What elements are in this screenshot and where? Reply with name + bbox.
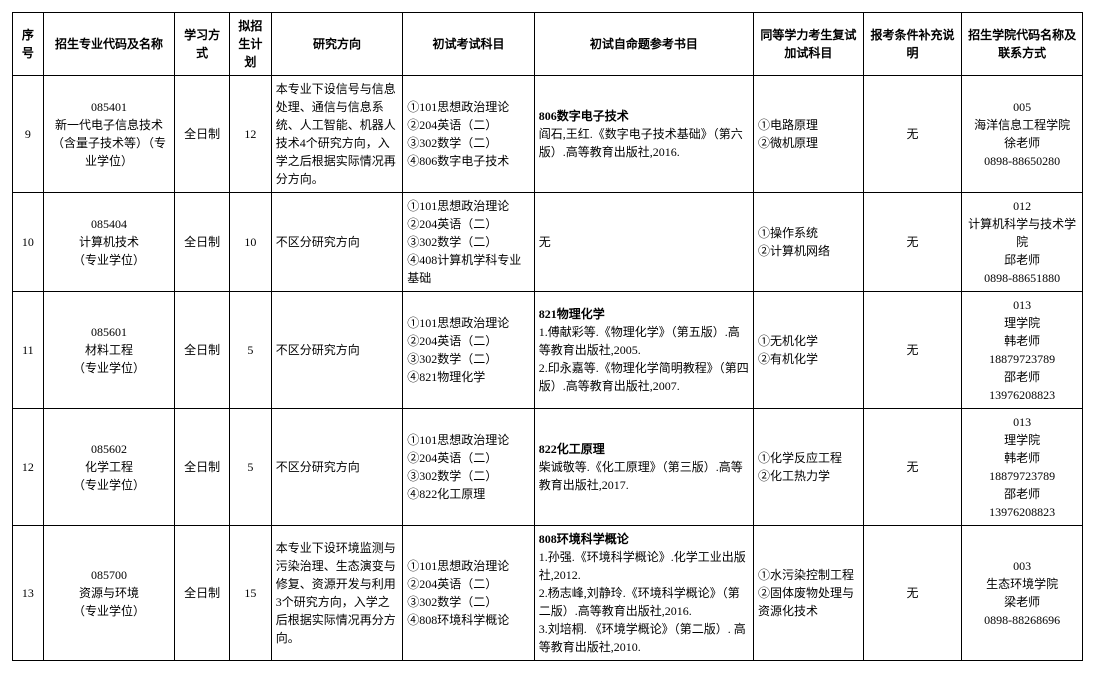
cell-plan: 5 bbox=[230, 409, 272, 526]
header-ref: 初试自命题参考书目 bbox=[534, 13, 753, 76]
header-dir: 研究方向 bbox=[271, 13, 403, 76]
cell-ref: 806数字电子技术阎石,王红.《数字电子技术基础》（第六版）.高等教育出版社,2… bbox=[534, 76, 753, 193]
table-row: 12085602化学工程（专业学位）全日制5不区分研究方向①101思想政治理论②… bbox=[13, 409, 1083, 526]
cell-note: 无 bbox=[863, 193, 962, 292]
cell-extra: ①操作系统②计算机网络 bbox=[754, 193, 864, 292]
cell-extra: ①水污染控制工程②固体废物处理与资源化技术 bbox=[754, 526, 864, 661]
cell-note: 无 bbox=[863, 409, 962, 526]
cell-plan: 15 bbox=[230, 526, 272, 661]
cell-note: 无 bbox=[863, 76, 962, 193]
header-exam: 初试考试科目 bbox=[403, 13, 535, 76]
cell-extra: ①电路原理②微机原理 bbox=[754, 76, 864, 193]
cell-plan: 5 bbox=[230, 292, 272, 409]
header-seq: 序号 bbox=[13, 13, 44, 76]
cell-exam: ①101思想政治理论②204英语（二）③302数学（二）④806数字电子技术 bbox=[403, 76, 535, 193]
cell-major: 085401新一代电子信息技术（含量子技术等）（专业学位） bbox=[43, 76, 175, 193]
table-header: 序号 招生专业代码及名称 学习方式 拟招生计划 研究方向 初试考试科目 初试自命… bbox=[13, 13, 1083, 76]
cell-seq: 9 bbox=[13, 76, 44, 193]
cell-plan: 12 bbox=[230, 76, 272, 193]
cell-contact: 012计算机科学与技术学院邱老师0898-88651880 bbox=[962, 193, 1083, 292]
cell-ref: 808环境科学概论1.孙强.《环境科学概论》.化学工业出版社,2012.2.杨志… bbox=[534, 526, 753, 661]
cell-contact: 013理学院韩老师18879723789邵老师13976208823 bbox=[962, 409, 1083, 526]
cell-major: 085404计算机技术（专业学位） bbox=[43, 193, 175, 292]
header-note: 报考条件补充说明 bbox=[863, 13, 962, 76]
table-row: 13085700资源与环境（专业学位）全日制15本专业下设环境监测与污染治理、生… bbox=[13, 526, 1083, 661]
cell-major: 085601材料工程（专业学位） bbox=[43, 292, 175, 409]
cell-extra: ①无机化学②有机化学 bbox=[754, 292, 864, 409]
header-mode: 学习方式 bbox=[175, 13, 230, 76]
cell-ref: 822化工原理柴诚敬等.《化工原理》（第三版）.高等教育出版社,2017. bbox=[534, 409, 753, 526]
header-major: 招生专业代码及名称 bbox=[43, 13, 175, 76]
cell-exam: ①101思想政治理论②204英语（二）③302数学（二）④821物理化学 bbox=[403, 292, 535, 409]
cell-plan: 10 bbox=[230, 193, 272, 292]
cell-contact: 013理学院韩老师18879723789邵老师13976208823 bbox=[962, 292, 1083, 409]
cell-major: 085700资源与环境（专业学位） bbox=[43, 526, 175, 661]
table-row: 11085601材料工程（专业学位）全日制5不区分研究方向①101思想政治理论②… bbox=[13, 292, 1083, 409]
cell-mode: 全日制 bbox=[175, 193, 230, 292]
cell-mode: 全日制 bbox=[175, 409, 230, 526]
table-row: 10085404计算机技术（专业学位）全日制10不区分研究方向①101思想政治理… bbox=[13, 193, 1083, 292]
cell-dir: 不区分研究方向 bbox=[271, 292, 403, 409]
cell-note: 无 bbox=[863, 526, 962, 661]
cell-seq: 11 bbox=[13, 292, 44, 409]
cell-extra: ①化学反应工程②化工热力学 bbox=[754, 409, 864, 526]
admissions-table: 序号 招生专业代码及名称 学习方式 拟招生计划 研究方向 初试考试科目 初试自命… bbox=[12, 12, 1083, 661]
cell-contact: 003生态环境学院梁老师0898-88268696 bbox=[962, 526, 1083, 661]
cell-note: 无 bbox=[863, 292, 962, 409]
header-contact: 招生学院代码名称及联系方式 bbox=[962, 13, 1083, 76]
cell-exam: ①101思想政治理论②204英语（二）③302数学（二）④408计算机学科专业基… bbox=[403, 193, 535, 292]
cell-dir: 本专业下设环境监测与污染治理、生态演变与修复、资源开发与利用3个研究方向，入学之… bbox=[271, 526, 403, 661]
cell-ref: 无 bbox=[534, 193, 753, 292]
table-row: 9085401新一代电子信息技术（含量子技术等）（专业学位）全日制12本专业下设… bbox=[13, 76, 1083, 193]
cell-dir: 本专业下设信号与信息处理、通信与信息系统、人工智能、机器人技术4个研究方向，入学… bbox=[271, 76, 403, 193]
cell-mode: 全日制 bbox=[175, 76, 230, 193]
cell-seq: 12 bbox=[13, 409, 44, 526]
table-body: 9085401新一代电子信息技术（含量子技术等）（专业学位）全日制12本专业下设… bbox=[13, 76, 1083, 661]
cell-dir: 不区分研究方向 bbox=[271, 409, 403, 526]
cell-exam: ①101思想政治理论②204英语（二）③302数学（二）④822化工原理 bbox=[403, 409, 535, 526]
cell-exam: ①101思想政治理论②204英语（二）③302数学（二）④808环境科学概论 bbox=[403, 526, 535, 661]
cell-seq: 10 bbox=[13, 193, 44, 292]
cell-major: 085602化学工程（专业学位） bbox=[43, 409, 175, 526]
header-plan: 拟招生计划 bbox=[230, 13, 272, 76]
cell-seq: 13 bbox=[13, 526, 44, 661]
cell-contact: 005海洋信息工程学院徐老师0898-88650280 bbox=[962, 76, 1083, 193]
header-extra: 同等学力考生复试加试科目 bbox=[754, 13, 864, 76]
cell-mode: 全日制 bbox=[175, 292, 230, 409]
cell-mode: 全日制 bbox=[175, 526, 230, 661]
cell-ref: 821物理化学1.傅献彩等.《物理化学》（第五版）.高等教育出版社,2005.2… bbox=[534, 292, 753, 409]
cell-dir: 不区分研究方向 bbox=[271, 193, 403, 292]
